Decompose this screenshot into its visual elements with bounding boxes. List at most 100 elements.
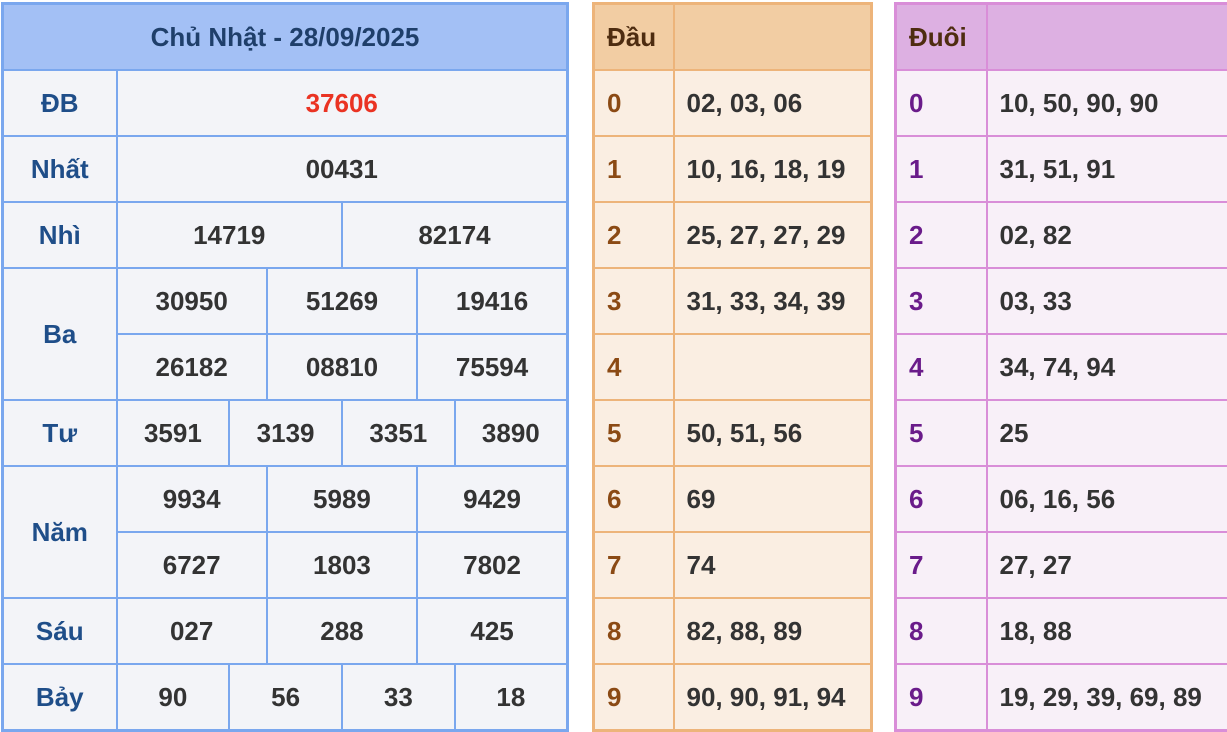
dau-digit: 4 bbox=[594, 334, 674, 400]
prize-value: 19416 bbox=[417, 268, 567, 334]
dau-digit: 0 bbox=[594, 70, 674, 136]
prize-value: 5989 bbox=[267, 466, 417, 532]
prize-value: 288 bbox=[267, 598, 417, 664]
prize-value: 08810 bbox=[267, 334, 417, 400]
prize-label: Ba bbox=[3, 268, 117, 400]
duoi-numbers: 06, 16, 56 bbox=[987, 466, 1227, 532]
dau-digit: 7 bbox=[594, 532, 674, 598]
dau-header-blank bbox=[674, 4, 872, 71]
prize-value: 425 bbox=[417, 598, 567, 664]
special-prize: 37606 bbox=[117, 70, 568, 136]
prize-label: ĐB bbox=[3, 70, 117, 136]
dau-numbers: 10, 16, 18, 19 bbox=[674, 136, 872, 202]
prize-value: 6727 bbox=[117, 532, 267, 598]
prize-value: 56 bbox=[229, 664, 342, 731]
dau-digit: 5 bbox=[594, 400, 674, 466]
prize-label: Năm bbox=[3, 466, 117, 598]
duoi-header: Đuôi bbox=[896, 4, 987, 71]
prize-value: 82174 bbox=[342, 202, 568, 268]
dau-numbers: 69 bbox=[674, 466, 872, 532]
duoi-numbers: 34, 74, 94 bbox=[987, 334, 1227, 400]
dau-numbers: 82, 88, 89 bbox=[674, 598, 872, 664]
dau-digit: 9 bbox=[594, 664, 674, 731]
dau-numbers: 50, 51, 56 bbox=[674, 400, 872, 466]
prize-value: 9429 bbox=[417, 466, 567, 532]
prize-value: 7802 bbox=[417, 532, 567, 598]
dau-numbers: 90, 90, 91, 94 bbox=[674, 664, 872, 731]
prize-value: 9934 bbox=[117, 466, 267, 532]
prize-value: 30950 bbox=[117, 268, 267, 334]
prize-value: 027 bbox=[117, 598, 267, 664]
dau-digit: 8 bbox=[594, 598, 674, 664]
duoi-digit: 2 bbox=[896, 202, 987, 268]
duoi-numbers: 02, 82 bbox=[987, 202, 1227, 268]
dau-digit: 1 bbox=[594, 136, 674, 202]
prize-value: 26182 bbox=[117, 334, 267, 400]
prize-value: 51269 bbox=[267, 268, 417, 334]
duoi-header-blank bbox=[987, 4, 1227, 71]
dau-numbers: 31, 33, 34, 39 bbox=[674, 268, 872, 334]
dau-digit: 3 bbox=[594, 268, 674, 334]
results-title: Chủ Nhật - 28/09/2025 bbox=[3, 4, 568, 71]
dau-digit: 2 bbox=[594, 202, 674, 268]
prize-label: Sáu bbox=[3, 598, 117, 664]
duoi-digit: 1 bbox=[896, 136, 987, 202]
dau-numbers: 74 bbox=[674, 532, 872, 598]
duoi-digit: 5 bbox=[896, 400, 987, 466]
prize-value: 33 bbox=[342, 664, 455, 731]
prize-value: 90 bbox=[117, 664, 230, 731]
duoi-digit: 9 bbox=[896, 664, 987, 731]
prize-value: 3139 bbox=[229, 400, 342, 466]
prize-value: 3890 bbox=[455, 400, 568, 466]
duoi-digit: 7 bbox=[896, 532, 987, 598]
duoi-numbers: 19, 29, 39, 69, 89 bbox=[987, 664, 1227, 731]
duoi-numbers: 03, 33 bbox=[987, 268, 1227, 334]
dau-digit: 6 bbox=[594, 466, 674, 532]
prize-value: 14719 bbox=[117, 202, 342, 268]
dau-numbers: 25, 27, 27, 29 bbox=[674, 202, 872, 268]
prize-value: 3591 bbox=[117, 400, 230, 466]
duoi-digit: 4 bbox=[896, 334, 987, 400]
prize-label: Tư bbox=[3, 400, 117, 466]
prize-value: 3351 bbox=[342, 400, 455, 466]
prize-value: 75594 bbox=[417, 334, 567, 400]
duoi-digit: 6 bbox=[896, 466, 987, 532]
prize-value: 00431 bbox=[117, 136, 568, 202]
duoi-digit: 0 bbox=[896, 70, 987, 136]
prize-label: Bảy bbox=[3, 664, 117, 731]
dau-numbers: 02, 03, 06 bbox=[674, 70, 872, 136]
duoi-numbers: 27, 27 bbox=[987, 532, 1227, 598]
duoi-numbers: 10, 50, 90, 90 bbox=[987, 70, 1227, 136]
duoi-numbers: 25 bbox=[987, 400, 1227, 466]
prize-label: Nhì bbox=[3, 202, 117, 268]
prize-label: Nhất bbox=[3, 136, 117, 202]
dau-numbers bbox=[674, 334, 872, 400]
duoi-digit: 8 bbox=[896, 598, 987, 664]
prize-value: 18 bbox=[455, 664, 568, 731]
duoi-numbers: 18, 88 bbox=[987, 598, 1227, 664]
duoi-numbers: 31, 51, 91 bbox=[987, 136, 1227, 202]
prize-value: 1803 bbox=[267, 532, 417, 598]
